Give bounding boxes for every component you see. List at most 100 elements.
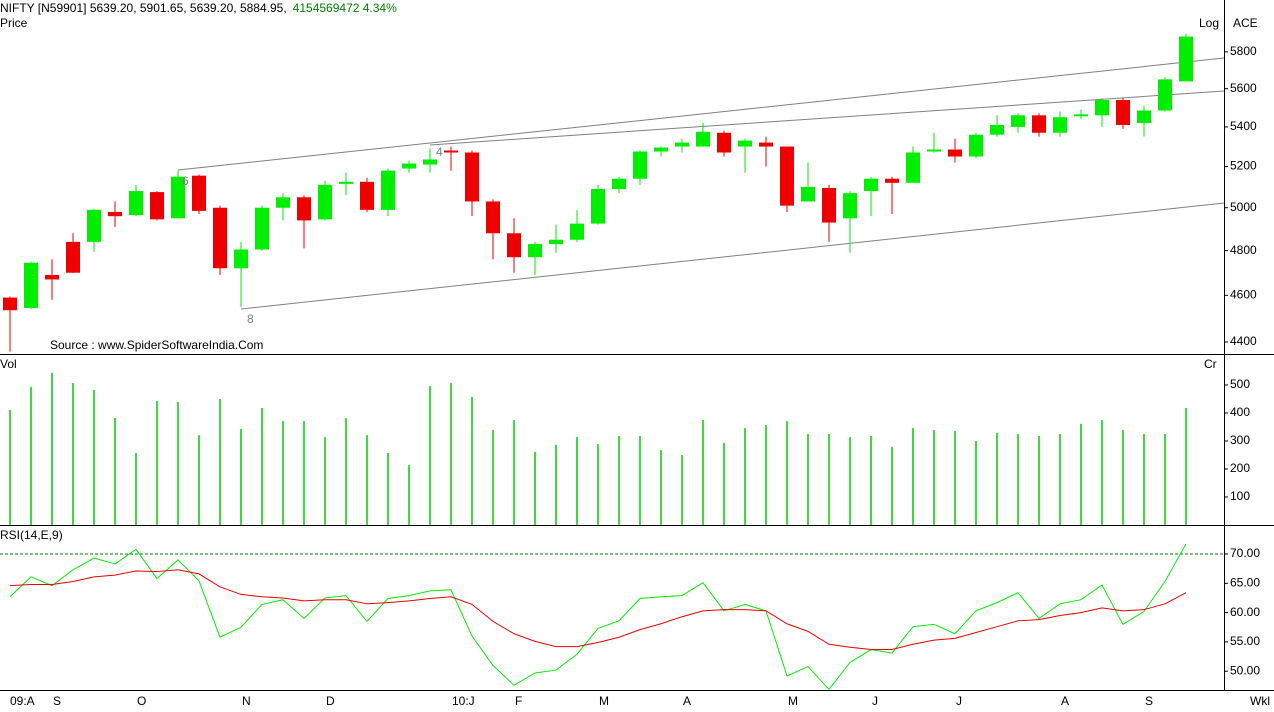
y-tick-label: 5600 (1230, 81, 1257, 95)
candle-body (759, 142, 773, 147)
candle-body (486, 201, 500, 234)
candle-body (864, 178, 878, 192)
candle-body (87, 209, 101, 242)
candle-body (507, 233, 521, 258)
x-tick-label: A (1061, 694, 1069, 708)
candle-body (1179, 36, 1193, 82)
candle-body (402, 163, 416, 169)
candle-body (801, 186, 815, 202)
scale-label: Log (1199, 16, 1219, 30)
candle-body (66, 241, 80, 273)
candle-body (108, 211, 122, 217)
panel-label: RSI(14,E,9) (0, 528, 63, 542)
x-tick-label: J (956, 694, 962, 708)
candle-body (780, 146, 794, 206)
x-tick-label: D (326, 694, 335, 708)
x-tick-label: F (515, 694, 522, 708)
x-tick-label: A (683, 694, 691, 708)
candle-body (1116, 100, 1130, 125)
candle-body (927, 149, 941, 152)
y-tick-label: 500 (1230, 377, 1250, 391)
x-tick-label: M (599, 694, 609, 708)
source-text: Source : www.SpiderSoftwareIndia.Com (50, 338, 263, 352)
candle-body (738, 140, 752, 147)
candle-body (612, 178, 626, 189)
candle-body (360, 181, 374, 210)
candle-body (3, 297, 17, 311)
y-tick-label: 5000 (1230, 200, 1257, 214)
candle-body (570, 223, 584, 240)
candle-body (591, 188, 605, 224)
candle-body (528, 244, 542, 258)
candle-body (339, 181, 353, 184)
candle-body (885, 178, 899, 183)
candle-body (465, 152, 479, 202)
candle-body (1032, 115, 1046, 133)
candle-body (906, 152, 920, 183)
annotation: 6 (182, 174, 189, 188)
candle-body (1011, 115, 1025, 127)
x-tick-label: J (872, 694, 878, 708)
x-tick-label: M (788, 694, 798, 708)
candle-body (843, 193, 857, 219)
panel-label: Vol (0, 357, 17, 371)
chart-subtitle: 4154569472 4.34% (293, 1, 397, 15)
y-tick-label: 5400 (1230, 119, 1257, 133)
rsi-line (9, 569, 1187, 651)
candle-body (171, 176, 185, 219)
chart-title: NIFTY [N59901] 5639.20, 5901.65, 5639.20… (0, 1, 287, 15)
candle-body (129, 191, 143, 216)
candle-body (1137, 110, 1151, 124)
candle-body (633, 151, 647, 179)
y-tick-label: 50.00 (1230, 663, 1260, 677)
x-tick-label: N (242, 694, 251, 708)
y-tick-label: 100 (1230, 489, 1250, 503)
candle-body (969, 134, 983, 157)
y-tick-label: 400 (1230, 405, 1250, 419)
candle-body (45, 274, 59, 280)
candle-body (24, 262, 38, 308)
trend-line (429, 90, 1225, 146)
annotation: 4 (436, 145, 443, 159)
candle-body (654, 147, 668, 152)
unit-label: Cr (1204, 357, 1217, 371)
candle-body (423, 159, 437, 165)
x-tick-label: O (137, 694, 146, 708)
trend-line (177, 57, 1225, 171)
y-tick-label: 65.00 (1230, 575, 1260, 589)
y-tick-label: 5200 (1230, 159, 1257, 173)
candle-body (1095, 100, 1109, 116)
candle-body (213, 207, 227, 269)
candle-body (276, 197, 290, 208)
y-tick-label: 60.00 (1230, 605, 1260, 619)
trend-line (240, 202, 1225, 310)
y-tick-label: 5800 (1230, 44, 1257, 58)
x-tick-label: S (1145, 694, 1153, 708)
x-tick-label: 09:A (10, 694, 35, 708)
candle-body (549, 239, 563, 245)
panel-label: Price (0, 16, 28, 30)
candle-body (696, 131, 710, 147)
candle-body (1158, 79, 1172, 111)
x-axis-label: Wkl (1250, 694, 1270, 708)
candle-body (192, 175, 206, 211)
candle-body (990, 124, 1004, 135)
candle-body (822, 187, 836, 223)
y-tick-label: 70.00 (1230, 546, 1260, 560)
y-tick-label: 200 (1230, 461, 1250, 475)
candle-body (255, 207, 269, 250)
y-tick-label: 55.00 (1230, 634, 1260, 648)
candle-body (234, 249, 248, 269)
candle-body (150, 192, 164, 220)
y-tick-label: 4400 (1230, 334, 1257, 348)
candle-body (948, 149, 962, 157)
rsi-line (9, 543, 1187, 691)
y-tick-label: 4800 (1230, 243, 1257, 257)
candle-body (444, 150, 458, 153)
y-tick-label: 4600 (1230, 287, 1257, 301)
candle-body (297, 197, 311, 221)
y-tick-label: 300 (1230, 433, 1250, 447)
candle-body (1053, 117, 1067, 133)
